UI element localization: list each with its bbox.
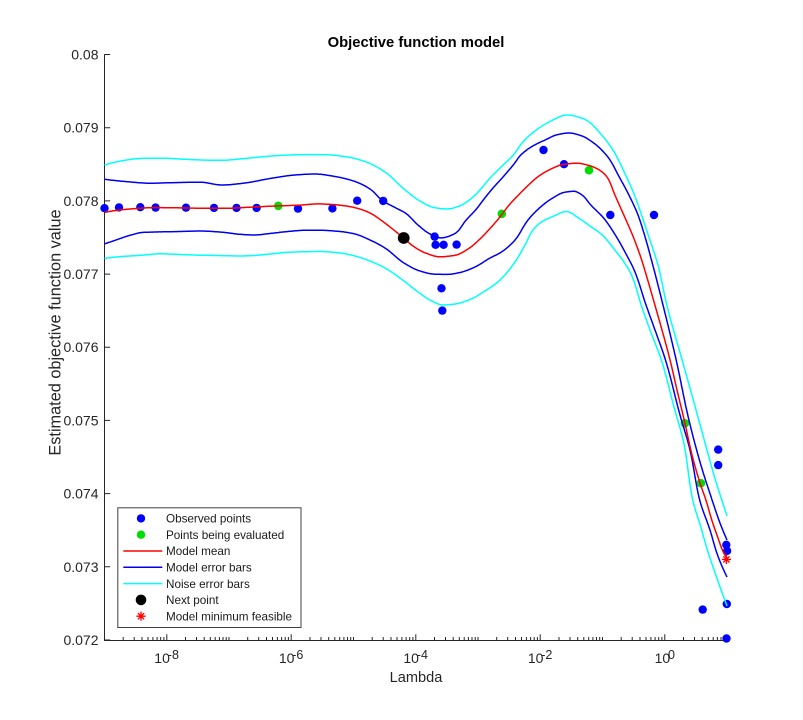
svg-text:10: 10 (403, 650, 419, 666)
svg-text:0.075: 0.075 (63, 412, 98, 428)
svg-text:10: 10 (154, 650, 170, 666)
svg-text:Lambda: Lambda (390, 670, 444, 686)
svg-text:Model error bars: Model error bars (166, 562, 252, 575)
svg-text:0: 0 (668, 648, 675, 662)
svg-text:-4: -4 (417, 648, 428, 662)
svg-text:Estimated objective function v: Estimated objective function value (47, 209, 65, 455)
svg-text:Objective function model: Objective function model (328, 35, 505, 51)
svg-text:-2: -2 (541, 648, 552, 662)
svg-text:Model minimum feasible: Model minimum feasible (166, 610, 292, 623)
svg-text:Noise error bars: Noise error bars (166, 578, 250, 591)
svg-text:10: 10 (655, 650, 671, 666)
svg-text:10: 10 (279, 650, 295, 666)
svg-text:-8: -8 (168, 648, 179, 662)
svg-text:Points being evaluated: Points being evaluated (166, 529, 284, 542)
svg-text:10: 10 (528, 650, 544, 666)
svg-text:0.077: 0.077 (63, 266, 98, 282)
svg-text:0.074: 0.074 (63, 486, 98, 502)
svg-text:0.076: 0.076 (63, 339, 98, 355)
svg-text:Next point: Next point (166, 594, 219, 607)
svg-text:Model mean: Model mean (166, 545, 230, 558)
svg-text:Observed points: Observed points (166, 513, 251, 526)
svg-text:0.08: 0.08 (71, 47, 98, 63)
svg-text:-6: -6 (292, 648, 303, 662)
svg-text:0.073: 0.073 (63, 559, 98, 575)
svg-text:0.079: 0.079 (63, 120, 98, 136)
svg-text:0.078: 0.078 (63, 193, 98, 209)
svg-text:0.072: 0.072 (63, 632, 98, 648)
